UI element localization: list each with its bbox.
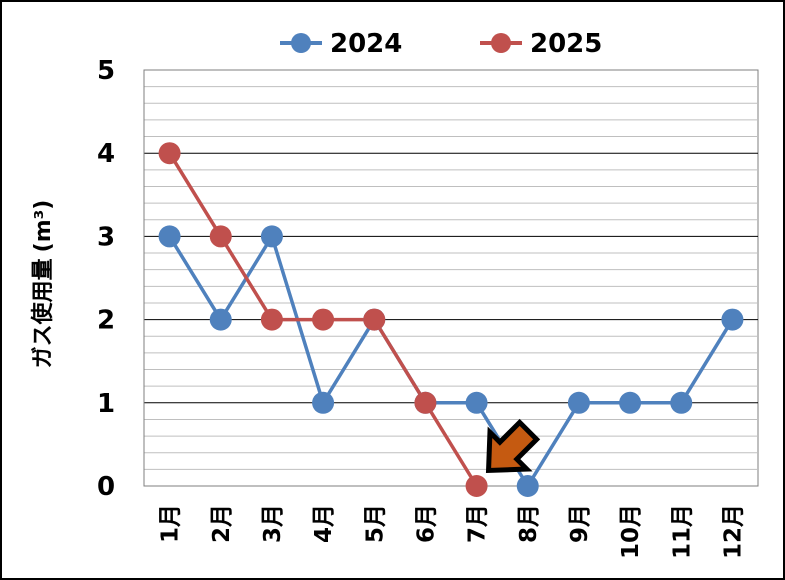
y-tick-label: 1 xyxy=(97,389,115,419)
x-tick-label: 8月 xyxy=(516,504,542,543)
legend-label: 2024 xyxy=(330,29,402,59)
y-axis-label: ガス使用量(m³) xyxy=(31,200,56,369)
data-point-2024 xyxy=(158,225,181,248)
y-tick-label: 3 xyxy=(97,222,115,252)
down-left-arrow-icon xyxy=(485,418,541,474)
legend-label: 2025 xyxy=(530,29,602,59)
data-point-2024 xyxy=(465,391,488,414)
x-tick-label: 12月 xyxy=(720,504,746,559)
data-point-2024 xyxy=(516,475,539,497)
data-point-2024 xyxy=(260,225,283,248)
data-point-2025 xyxy=(312,308,335,331)
legend: 2024 2025 xyxy=(280,29,602,59)
x-tick-label: 10月 xyxy=(618,504,644,559)
x-tick-label: 1月 xyxy=(158,504,184,543)
data-point-2024 xyxy=(619,391,642,414)
x-axis-ticks: 1月 2月 3月 4月 5月 6月 7月 8月 9月 10月 11月 12月 xyxy=(158,504,747,559)
series-layer xyxy=(158,142,744,497)
data-point-2024 xyxy=(721,308,744,331)
x-tick-label: 9月 xyxy=(567,504,593,543)
x-tick-label: 2月 xyxy=(209,504,235,543)
data-point-2025 xyxy=(414,391,437,414)
x-tick-label: 7月 xyxy=(465,504,491,543)
data-point-2025 xyxy=(465,475,488,497)
y-tick-label: 2 xyxy=(97,306,115,336)
y-axis-ticks: 0 1 2 3 4 5 xyxy=(97,56,115,502)
legend-swatch-marker xyxy=(491,33,511,53)
data-point-2024 xyxy=(567,391,590,414)
data-point-2024 xyxy=(209,308,232,331)
x-tick-label: 11月 xyxy=(669,504,695,559)
x-tick-label: 6月 xyxy=(413,504,439,543)
data-point-2024 xyxy=(312,391,335,414)
x-tick-label: 3月 xyxy=(260,504,286,543)
plot-grid xyxy=(143,69,759,487)
data-point-2025 xyxy=(158,142,181,165)
data-point-2025 xyxy=(363,308,386,331)
y-tick-label: 4 xyxy=(97,139,115,169)
plot-area xyxy=(143,69,759,487)
data-point-2024 xyxy=(670,391,693,414)
x-tick-label: 5月 xyxy=(362,504,388,543)
y-tick-label: 0 xyxy=(97,472,115,502)
y-tick-label: 5 xyxy=(97,56,115,86)
legend-swatch-marker xyxy=(291,33,311,53)
x-tick-label: 4月 xyxy=(311,504,337,543)
data-point-2025 xyxy=(209,225,232,248)
data-point-2025 xyxy=(260,308,283,331)
